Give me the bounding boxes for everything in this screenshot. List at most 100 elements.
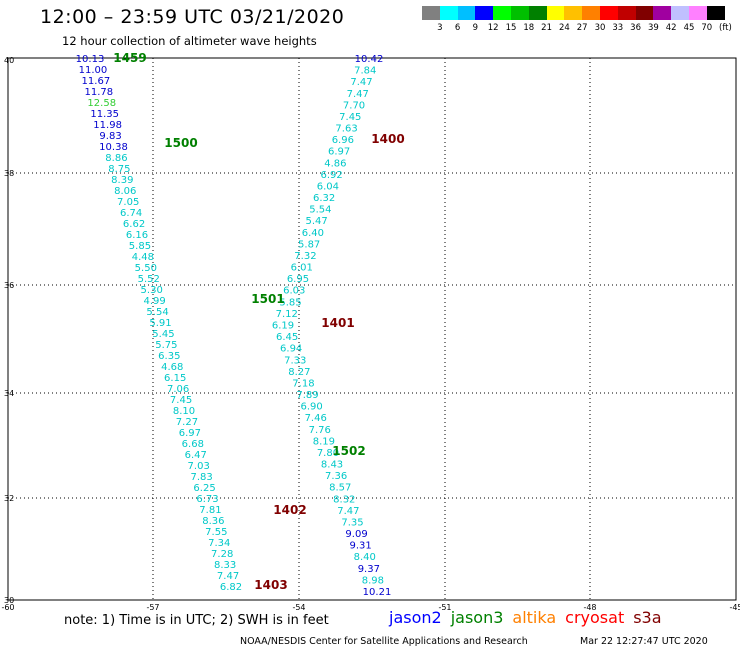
cryosat-track-value: 9.31 <box>350 541 372 552</box>
jason3-track-value: 10.38 <box>99 142 128 153</box>
cryosat-track-value: 6.32 <box>313 193 335 204</box>
jason3-track-value: 7.81 <box>199 505 221 516</box>
legend-swatch <box>706 6 725 20</box>
jason3-track-value: 7.05 <box>117 197 139 208</box>
pass-time-label: 1500 <box>164 136 197 150</box>
jason3-track-value: 7.34 <box>208 538 230 549</box>
jason3-track-value: 5.85 <box>129 241 151 252</box>
cryosat-track-value: 7.18 <box>292 378 314 389</box>
latitude-tick-label: 40 <box>4 56 14 65</box>
jason3-track-value: 7.55 <box>205 527 227 538</box>
legend-swatch <box>617 6 636 20</box>
cryosat-track-value: 8.57 <box>329 483 351 494</box>
cryosat-track-value: 7.47 <box>347 89 369 100</box>
color-legend-labels: 3 6 9 12 15 18 21 24 27 30 33 36 39 42 45 70 <box>422 23 740 35</box>
legend-label: 9 <box>472 23 479 33</box>
cryosat-track-value: 8.19 <box>313 436 335 447</box>
jason3-track-value: 6.82 <box>220 582 242 593</box>
cryosat-track-value: 6.01 <box>291 263 313 274</box>
jason3-track-value: 11.00 <box>79 65 108 76</box>
satellite-name: s3a <box>633 608 662 627</box>
cryosat-track-value: 7.89 <box>296 390 318 401</box>
jason3-track-value: 6.35 <box>158 351 180 362</box>
note-text: note: 1) Time is in UTC; 2) SWH is in fe… <box>64 613 329 628</box>
latitude-tick-label: 34 <box>4 389 14 398</box>
legend-swatch <box>671 6 689 20</box>
satellite-name: jason3 <box>450 608 504 627</box>
cryosat-track-value: 5.54 <box>309 205 331 216</box>
jason3-track-value: 6.62 <box>123 219 145 230</box>
jason3-track-value: 7.27 <box>176 417 198 428</box>
map-frame <box>7 57 737 601</box>
cryosat-track-value: 5.47 <box>306 216 328 227</box>
jason3-track-value: 11.78 <box>84 87 113 98</box>
jason3-track-value: 6.25 <box>193 483 215 494</box>
cryosat-track-value: 8.98 <box>362 575 384 586</box>
legend-swatch <box>439 6 458 20</box>
wave-height-color-legend <box>422 6 725 20</box>
legend-label: 21 <box>541 23 553 33</box>
legend-label: 3 <box>437 23 443 33</box>
cryosat-track-value: 8.43 <box>321 460 343 471</box>
jason3-track-value: 4.48 <box>132 252 154 263</box>
cryosat-track-value: 7.35 <box>341 517 363 528</box>
legend-swatch <box>475 6 494 20</box>
cryosat-track-value: 9.37 <box>358 564 380 575</box>
pass-time-label: 1401 <box>321 316 354 330</box>
cryosat-track-value: 7.47 <box>337 506 359 517</box>
pass-time-label: 1501 <box>251 292 284 306</box>
cryosat-track-value: 6.40 <box>302 228 324 239</box>
jason3-track-value: 8.75 <box>108 164 130 175</box>
cryosat-track-value: 6.45 <box>276 332 298 343</box>
legend-label: 36 <box>630 23 642 33</box>
jason3-track-value: 9.83 <box>99 131 121 142</box>
cryosat-track-value: 7.76 <box>309 425 331 436</box>
jason3-track-value: 8.86 <box>105 153 127 164</box>
jason3-track-value: 6.97 <box>179 428 201 439</box>
cryosat-track-value: 7.47 <box>350 77 372 88</box>
cryosat-track-value: 5.87 <box>298 239 320 250</box>
legend-label: 39 <box>647 23 659 33</box>
jason3-track-value: 10.13 <box>76 54 105 65</box>
jason3-track-value: 5.75 <box>155 340 177 351</box>
jason3-track-value: 7.45 <box>170 395 192 406</box>
jason3-track-value: 5.50 <box>135 263 157 274</box>
cryosat-track-value: 6.97 <box>328 147 350 158</box>
cryosat-track-value: 6.19 <box>272 321 294 332</box>
satellite-name: altika <box>512 608 557 627</box>
cryosat-track-value: 10.42 <box>355 54 384 65</box>
jason3-track-value: 4.99 <box>143 296 165 307</box>
cryosat-track-value: 6.04 <box>317 181 339 192</box>
cryosat-track-value: 8.27 <box>288 367 310 378</box>
jason3-track-value: 12.58 <box>87 98 116 109</box>
legend-unit: (ft) <box>719 23 732 33</box>
jason3-track-value: 5.45 <box>152 329 174 340</box>
legend-label: 6 <box>454 23 461 33</box>
cryosat-track-value: 7.80 <box>317 448 339 459</box>
jason3-track-value: 5.30 <box>141 285 163 296</box>
jason3-track-value: 6.15 <box>164 373 186 384</box>
legend-label: 45 <box>683 23 695 33</box>
jason3-track-value: 7.03 <box>188 461 210 472</box>
jason3-track-value: 11.67 <box>82 76 111 87</box>
cryosat-track-value: 6.95 <box>287 274 309 285</box>
legend-swatch <box>528 6 547 20</box>
longitude-tick-label: -54 <box>292 603 305 612</box>
legend-swatch <box>635 6 654 20</box>
cryosat-track-value: 7.46 <box>305 413 327 424</box>
credit-time: Mar 22 12:27:47 UTC 2020 <box>580 636 708 647</box>
satellite-legend: jason2 jason3 altika cryosat s3a <box>389 608 671 627</box>
pass-time-label: 1459 <box>113 51 146 65</box>
legend-swatch <box>582 6 600 20</box>
cryosat-track-value: 7.63 <box>335 124 357 135</box>
legend-label: 27 <box>576 23 588 33</box>
jason3-track-value: 6.73 <box>196 494 218 505</box>
jason3-track-value: 7.83 <box>190 472 212 483</box>
cryosat-track-value: 7.36 <box>325 471 347 482</box>
jason3-track-value: 4.68 <box>161 362 183 373</box>
pass-time-label: 1502 <box>332 444 365 458</box>
jason3-track-value: 8.06 <box>114 186 136 197</box>
cryosat-track-value: 7.84 <box>354 66 376 77</box>
legend-swatch <box>546 6 565 20</box>
